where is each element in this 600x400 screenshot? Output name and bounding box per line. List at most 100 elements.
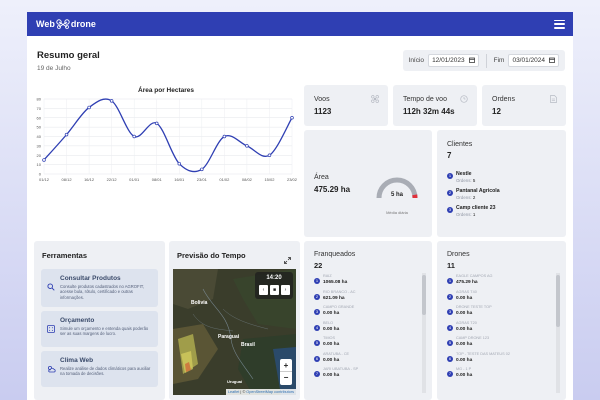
y-tick-label: 50 — [37, 125, 42, 130]
cliente-item[interactable]: 2 Pantanal Agricola Ordens: 2 — [447, 188, 557, 202]
drone-name: AGRAS T40 — [456, 289, 477, 294]
x-tick-label: 08/02 — [242, 177, 253, 182]
franqueado-area: 0.00 ha — [323, 373, 340, 378]
zoom-out-button[interactable]: − — [283, 373, 289, 382]
logo[interactable]: Web drone — [36, 19, 96, 29]
franqueados-scrollbar[interactable] — [422, 273, 426, 393]
stat-value-ordens: 12 — [492, 107, 501, 116]
rank-badge: 5 — [447, 340, 453, 346]
tool-description: Consulte produtos cadastrados no AGROFIT… — [60, 284, 145, 300]
previous-frame-button[interactable]: ‹ — [259, 285, 268, 295]
data-point[interactable] — [245, 144, 249, 148]
drones-count: 11 — [447, 261, 455, 270]
page-title: Resumo geral — [37, 50, 100, 61]
data-point[interactable] — [42, 158, 46, 162]
data-point[interactable] — [222, 134, 227, 139]
app-window: Web drone Resumo geral 19 de Julho Iníci… — [27, 12, 573, 400]
calendar-icon[interactable] — [468, 57, 475, 65]
date-range-filter: Início 12/01/2023 Fim 03/01/2024 — [402, 50, 565, 71]
drones-scrollbar[interactable] — [556, 273, 560, 393]
zoom-in-button[interactable]: + — [280, 359, 292, 372]
orders-label: Ordens: — [456, 178, 472, 183]
start-date-input[interactable]: 12/01/2023 — [428, 54, 479, 67]
rank-badge: 3 — [447, 309, 453, 315]
franqueado-item[interactable]: 3 CAMPO GRANDE 0.00 ha — [314, 305, 416, 319]
tool-description: Realize análise de dados climáticos para… — [60, 366, 151, 377]
drone-item[interactable]: 6 TOP - TESTE DAS MATEUS 02 0.00 ha — [447, 352, 550, 366]
data-point[interactable] — [267, 153, 272, 157]
start-date-label: Início — [408, 57, 425, 64]
chart-title: Área por Hectares — [138, 87, 194, 94]
franqueados-title: Franqueados — [314, 251, 356, 258]
drone-item[interactable]: 2 AGRAS T40 0.00 ha — [447, 290, 550, 304]
franqueado-name: CAMPO GRANDE — [323, 305, 355, 309]
map-label: Paraguai — [218, 334, 240, 340]
previsao-card: Previsão do Tempo Bolivia Paraguai Bra — [169, 241, 300, 400]
page-date: 19 de Julho — [37, 65, 71, 72]
data-point[interactable] — [200, 167, 204, 172]
franqueado-item[interactable]: 4 BELO 0.00 ha — [314, 321, 416, 335]
expand-icon[interactable] — [284, 251, 291, 269]
cliente-name: Nestle — [456, 171, 472, 177]
cliente-orders: Ordens: 5 — [456, 178, 475, 183]
orders-label: Ordens: — [456, 195, 472, 200]
franqueado-item[interactable]: 1 RAIZ 1065.08 ha — [314, 274, 416, 288]
data-point[interactable] — [109, 99, 114, 103]
franqueado-name: BELO — [323, 320, 334, 325]
tool-consultar-produtos[interactable]: Consultar Produtos Consulte produtos cad… — [41, 269, 158, 307]
data-point[interactable] — [132, 134, 136, 139]
tool-title: Orçamento — [60, 317, 95, 324]
data-point[interactable] — [154, 121, 159, 126]
y-tick-label: 30 — [37, 143, 42, 148]
franqueado-area: 0.00 ha — [323, 326, 340, 332]
data-point[interactable] — [87, 105, 91, 110]
hamburger-menu-icon[interactable] — [554, 19, 565, 29]
x-tick-label: 23/01 — [197, 177, 208, 182]
drone-item[interactable]: 5 CAMP DRONE 123 0.00 ha — [447, 336, 550, 350]
map-label: Brasil — [241, 342, 255, 348]
time-label: 14:20 — [266, 275, 282, 281]
weather-map[interactable]: Bolivia Paraguai Brasil Uruguai 14:20 ‹ … — [173, 269, 296, 395]
data-point[interactable] — [64, 132, 69, 137]
previsao-title: Previsão do Tempo — [177, 251, 246, 260]
drone-logo-icon — [56, 19, 70, 29]
map-label: Uruguai — [227, 379, 243, 384]
drone-item[interactable]: 7 MG - 1 P 0.00 ha — [447, 367, 550, 381]
franqueado-name: RIO BRANCO - AC — [323, 289, 356, 294]
orders-count: 5 — [472, 178, 476, 183]
clock-icon — [460, 95, 468, 105]
drone-item[interactable]: 4 AGRAS T20 0.00 ha — [447, 321, 550, 335]
tool-orcamento[interactable]: Orçamento Simule um orçamento e entenda … — [41, 311, 158, 347]
top-navbar: Web drone — [27, 12, 573, 36]
end-date-input[interactable]: 03/01/2024 — [508, 54, 559, 67]
drone-item[interactable]: 1 EAGLE CAMPOS AG 475.29 ha — [447, 274, 550, 288]
x-tick-label: 23/02 — [287, 177, 298, 182]
calendar-icon[interactable] — [549, 57, 555, 65]
tool-clima-web[interactable]: Clima Web Realize análise de dados climá… — [41, 351, 158, 387]
franqueado-item[interactable]: 2 RIO BRANCO - AC 621.09 ha — [314, 290, 416, 304]
cliente-item[interactable]: 1 Nestle Ordens: 5 — [447, 171, 557, 185]
cliente-item[interactable]: 3 Camp cliente 23 Ordens: 1 — [447, 205, 557, 219]
franqueado-item[interactable]: 7 JARI UBATUBA - SP 0.00 ha — [314, 367, 416, 381]
next-frame-button[interactable]: › — [281, 285, 290, 295]
attribution-osm[interactable]: OpenStreetMap contributors — [246, 390, 294, 394]
stat-label-tempo-voo: Tempo de voo — [403, 96, 447, 103]
franqueado-item[interactable]: 5 TIMOS 0.00 ha — [314, 336, 416, 350]
data-point[interactable] — [290, 116, 294, 120]
rank-badge: 4 — [314, 324, 320, 331]
drone-area: 0.00 ha — [456, 326, 473, 332]
tool-description: Simule um orçamento e entenda quais pode… — [60, 326, 149, 337]
attribution-prefix[interactable]: Leaflet — [227, 390, 240, 394]
data-point[interactable] — [177, 161, 182, 166]
franqueado-area: 0.00 ha — [323, 311, 340, 316]
playback-buttons: ‹ ■ › — [259, 285, 290, 295]
x-tick-label: 22/12 — [107, 177, 118, 182]
orders-count: 2 — [472, 195, 476, 200]
franqueado-name: JARI UBATUBA - SP — [323, 367, 359, 371]
franqueado-item[interactable]: 6 ARATUBA - CE 0.00 ha — [314, 352, 416, 366]
drone-area: 0.00 ha — [456, 311, 473, 316]
zoom-control: + − — [280, 359, 292, 385]
pause-button[interactable]: ■ — [270, 285, 279, 295]
rank-badge: 2 — [447, 293, 453, 300]
drone-item[interactable]: 3 DRONE TESTE TOP 0.00 ha — [447, 305, 550, 319]
